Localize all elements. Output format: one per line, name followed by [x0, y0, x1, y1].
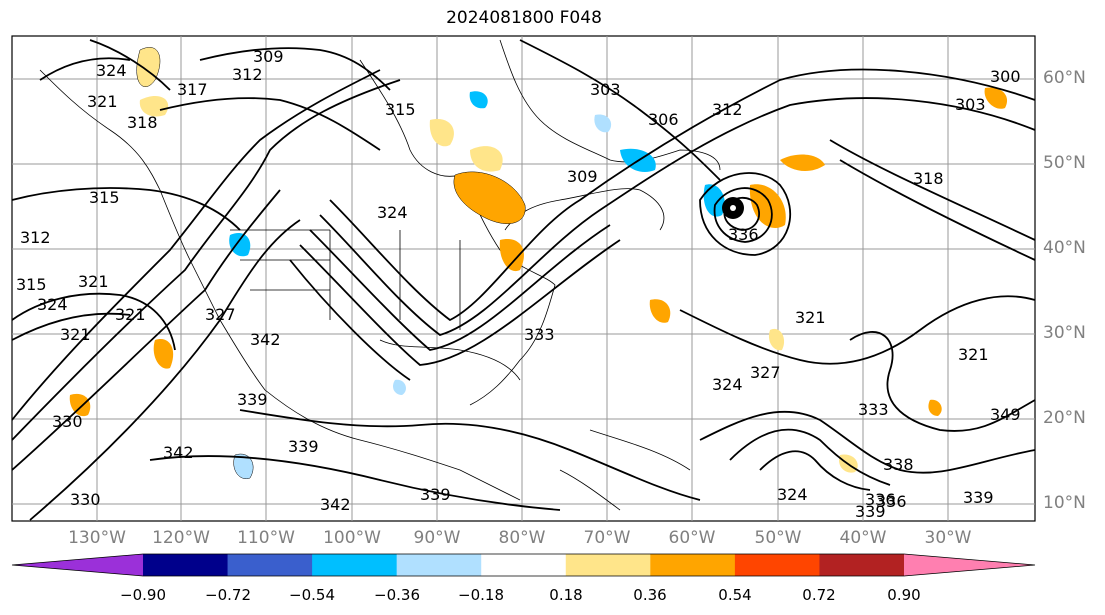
lat-label: 50°N: [1043, 153, 1086, 173]
contour-label: 342: [163, 443, 194, 462]
contour-label: 339: [288, 437, 319, 456]
colorbar-extend-high: [904, 554, 1035, 576]
lat-label: 20°N: [1043, 408, 1086, 428]
contour-label: 309: [253, 47, 284, 66]
contour-label: 342: [320, 495, 351, 514]
contour-label: 315: [89, 188, 120, 207]
contour-label: 349: [990, 405, 1021, 424]
contour-label: 312: [232, 65, 263, 84]
colorbar-tick: −0.36: [374, 586, 420, 604]
lon-label: 130°W: [68, 528, 126, 548]
contour-label: 339: [237, 390, 268, 409]
contour-lines: [11, 39, 1036, 521]
colorbar-segment: [396, 554, 482, 576]
contour-label: 315: [385, 100, 416, 119]
contour-label: 336: [865, 490, 896, 509]
contour-label: 330: [70, 490, 101, 509]
map-frame: [11, 35, 1036, 522]
lon-label: 30°W: [924, 528, 972, 548]
contour-label: 312: [20, 228, 51, 247]
contour-label: 324: [777, 485, 808, 504]
contour-label: 321: [115, 305, 146, 324]
contour-label: 318: [127, 113, 158, 132]
graticule: [12, 36, 1035, 521]
colorbar-segment: [734, 554, 820, 576]
colorbar-tick: −0.18: [458, 586, 504, 604]
colorbar-segment: [312, 554, 398, 576]
contour-label: 321: [958, 345, 989, 364]
contour-label: 327: [205, 305, 236, 324]
colorbar-tick: 0.72: [802, 586, 836, 604]
colorbar-tick: −0.90: [120, 586, 166, 604]
lon-label: 80°W: [498, 528, 546, 548]
contour-label: 339: [855, 502, 886, 521]
contour-label: 324: [377, 203, 408, 222]
colorbar-tick: 0.90: [887, 586, 921, 604]
contour-label: 339: [963, 488, 994, 507]
contour-label: 324: [96, 61, 127, 80]
contour-label: 303: [590, 80, 621, 99]
contour-label: 330: [52, 412, 83, 431]
colorbar-segment: [481, 554, 567, 576]
contour-label: 333: [858, 400, 889, 419]
lat-label: 10°N: [1043, 493, 1086, 513]
contour-label: 338: [883, 455, 914, 474]
hurricane-eye-icon: [722, 197, 744, 219]
contour-label: 300: [990, 67, 1021, 86]
contour-label: 321: [78, 272, 109, 291]
contour-label: 336: [728, 225, 759, 244]
lat-label: 40°N: [1043, 238, 1086, 258]
chart-title: 2024081800 F048: [446, 8, 602, 28]
contour-label: 317: [177, 80, 208, 99]
contour-label: 318: [913, 169, 944, 188]
contour-label: 315: [16, 275, 47, 294]
contour-label: 321: [60, 325, 91, 344]
lon-label: 40°W: [839, 528, 887, 548]
colorbar-segment: [819, 554, 905, 576]
lat-label: 30°N: [1043, 323, 1086, 343]
contour-labels: 324 309 312 317 315 303 306 312 300 303 …: [16, 47, 1021, 521]
contour-label: 327: [750, 363, 781, 382]
colorbar-tick: 0.18: [549, 586, 583, 604]
contour-label: 342: [250, 330, 281, 349]
lon-label: 110°W: [237, 528, 295, 548]
coastlines: [39, 39, 721, 511]
contour-label: 321: [795, 308, 826, 327]
lat-label: 60°N: [1043, 68, 1086, 88]
lon-label: 50°W: [754, 528, 802, 548]
colorbar-tick: 0.36: [633, 586, 667, 604]
contour-label: 324: [712, 375, 743, 394]
lon-label: 90°W: [413, 528, 461, 548]
contour-label: 324: [37, 295, 68, 314]
colorbar: [11, 553, 1036, 577]
lon-label: 100°W: [323, 528, 381, 548]
colorbar-segment: [650, 554, 736, 576]
lon-label: 60°W: [668, 528, 716, 548]
contour-label: 321: [87, 92, 118, 111]
contour-label: 333: [524, 325, 555, 344]
contour-label: 303: [955, 95, 986, 114]
colorbar-segment: [143, 554, 229, 576]
colorbar-extend-low: [12, 554, 143, 576]
colorbar-tick: −0.54: [289, 586, 335, 604]
contour-label: 309: [567, 167, 598, 186]
contour-label: 336: [876, 492, 907, 511]
colorbar-tick: −0.72: [205, 586, 251, 604]
lon-label: 70°W: [583, 528, 631, 548]
colorbar-segment: [565, 554, 651, 576]
contour-label: 312: [712, 100, 743, 119]
contour-label: 306: [648, 110, 679, 129]
colorbar-tick: 0.54: [718, 586, 752, 604]
lon-label: 120°W: [152, 528, 210, 548]
contour-label: 339: [420, 485, 451, 504]
colorbar-segment: [227, 554, 313, 576]
colorbar-outline: [11, 553, 1036, 577]
